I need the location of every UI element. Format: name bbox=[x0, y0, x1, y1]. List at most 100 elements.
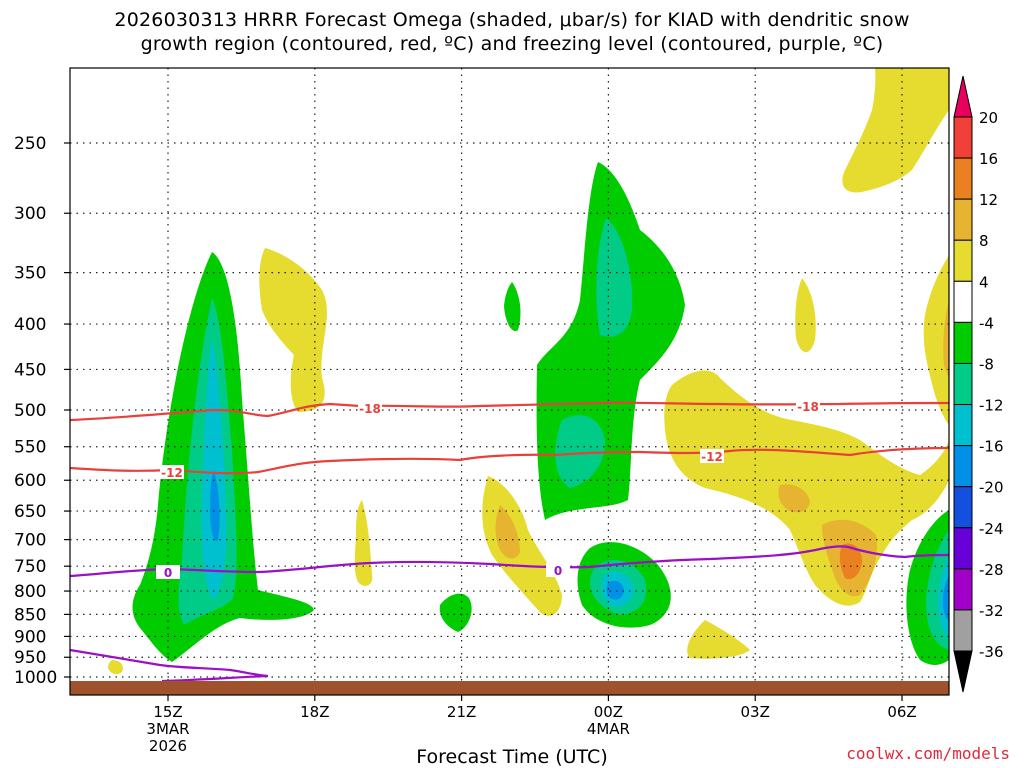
y-tick-label-450: 450 bbox=[14, 360, 46, 380]
y-tick-label-700: 700 bbox=[14, 531, 46, 551]
omega-region-blue-left bbox=[210, 470, 220, 541]
omega-region-yellow-top-right bbox=[842, 68, 949, 193]
colorbar-swatch-4 bbox=[953, 280, 973, 323]
omega-region-red-right-lower bbox=[839, 543, 862, 580]
ground-strip bbox=[70, 681, 949, 695]
x-tick-label-24-0: 00Z bbox=[594, 703, 623, 721]
colorbar-swatch-9 bbox=[953, 486, 973, 529]
colorbar-label-neg16: -16 bbox=[979, 438, 1004, 456]
colorbar-swatch-7 bbox=[953, 404, 973, 447]
colorbar-label-4: 4 bbox=[979, 273, 989, 291]
y-tick-label-800: 800 bbox=[14, 582, 46, 602]
y-tick-label-850: 850 bbox=[14, 605, 46, 625]
omega-region-orange-center-left bbox=[495, 505, 520, 559]
omega-region-cyan-left bbox=[201, 340, 227, 600]
y-tick-label-750: 750 bbox=[14, 557, 46, 577]
contour-label-bg bbox=[546, 563, 570, 577]
chart-title-line-2: growth region (contoured, red, ºC) and f… bbox=[140, 33, 884, 55]
colorbar-label-20: 20 bbox=[979, 109, 998, 127]
y-tick-label-350: 350 bbox=[14, 264, 46, 284]
grid-lines bbox=[70, 68, 949, 681]
colorbar: 20 16 12 8 4 -4 -8 -12 -16 -20 -24 -28 -32 -36 bbox=[953, 75, 1004, 693]
colorbar-label-neg36: -36 bbox=[979, 643, 1004, 661]
contour-label-0-2-0: 0 bbox=[164, 566, 172, 580]
omega-region-orange-right-edge bbox=[943, 300, 949, 378]
colorbar-label-8: 8 bbox=[979, 232, 989, 250]
colorbar-label-12: 12 bbox=[979, 191, 998, 209]
omega-region-blue-lower-center bbox=[606, 580, 624, 600]
contour-label-neg18-0-1: -18 bbox=[797, 400, 819, 414]
colorbar-swatch-2 bbox=[953, 198, 973, 241]
contour-neg12-1 bbox=[70, 446, 949, 475]
colorbar-swatch-1 bbox=[953, 157, 973, 200]
y-tick-label-900: 900 bbox=[14, 627, 46, 647]
contour-label-bg bbox=[700, 449, 724, 463]
x-tick-label-27-0: 03Z bbox=[741, 703, 770, 721]
x-tick-label-18-0: 18Z bbox=[300, 703, 329, 721]
colorbar-swatch-6 bbox=[953, 362, 973, 406]
omega-region-yellow-low-left bbox=[108, 660, 123, 675]
y-axis: 2503003504004505005506006507007508008509… bbox=[14, 134, 70, 688]
x-tick-label-15-0: 15Z bbox=[153, 703, 182, 721]
omega-region-orange-right bbox=[778, 484, 810, 513]
omega-region-yellow-mid-upper bbox=[795, 278, 816, 353]
x-tick-label-30-0: 06Z bbox=[887, 703, 916, 721]
omega-region-yellow-upper-left bbox=[259, 248, 327, 412]
contour-label-bg bbox=[156, 565, 180, 579]
x-tick-label-15-2: 2026 bbox=[149, 737, 187, 755]
colorbar-label-neg12: -12 bbox=[979, 397, 1004, 415]
contour-label-bg bbox=[160, 465, 184, 479]
contour-label-neg18-0-0: -18 bbox=[359, 402, 381, 416]
y-tick-label-950: 950 bbox=[14, 648, 46, 668]
contour-label-0-2-1: 0 bbox=[554, 564, 562, 578]
y-tick-label-650: 650 bbox=[14, 502, 46, 522]
colorbar-top-arrow bbox=[953, 75, 973, 118]
colorbar-label-16: 16 bbox=[979, 150, 998, 168]
x-tick-label-21-0: 21Z bbox=[447, 703, 476, 721]
contour-0-3 bbox=[70, 648, 269, 683]
omega-region-green-upper-small bbox=[504, 282, 521, 332]
colorbar-swatch-10 bbox=[953, 527, 973, 570]
colorbar-swatch-0 bbox=[953, 116, 973, 159]
y-tick-label-500: 500 bbox=[14, 401, 46, 421]
omega-region-teal-center-mid bbox=[555, 415, 606, 488]
omega-region-green-small bbox=[439, 593, 472, 632]
contour-label-bg bbox=[796, 399, 820, 413]
y-tick-label-1000: 1000 bbox=[14, 668, 57, 688]
colorbar-label-neg32: -32 bbox=[979, 602, 1004, 620]
contour-label-bg bbox=[358, 401, 382, 415]
colorbar-swatch-12 bbox=[953, 609, 973, 652]
colorbar-swatch-5 bbox=[953, 321, 973, 364]
omega-region-teal-center-upper bbox=[596, 218, 633, 337]
colorbar-swatch-3 bbox=[953, 239, 973, 282]
y-tick-label-600: 600 bbox=[14, 471, 46, 491]
plot-border bbox=[69, 67, 950, 696]
colorbar-label-neg4: -4 bbox=[979, 314, 994, 332]
colorbar-swatch-8 bbox=[953, 445, 973, 488]
omega-region-yellow-low-center bbox=[687, 620, 750, 659]
chart-title-line-1: 2026030313 HRRR Forecast Omega (shaded, … bbox=[114, 9, 910, 31]
y-tick-label-400: 400 bbox=[14, 315, 46, 335]
omega-shading bbox=[108, 68, 949, 675]
y-tick-label-300: 300 bbox=[14, 204, 46, 224]
source-credit: coolwx.com/models bbox=[846, 744, 1010, 763]
x-tick-label-15-1: 3MAR bbox=[146, 720, 189, 738]
y-tick-label-250: 250 bbox=[14, 134, 46, 154]
contour-label-neg12-1-1: -12 bbox=[701, 450, 723, 464]
x-tick-label-24-1: 4MAR bbox=[587, 720, 630, 738]
colorbar-bottom-arrow bbox=[953, 650, 973, 693]
omega-region-yellow-right-big bbox=[664, 370, 949, 606]
colorbar-label-neg24: -24 bbox=[979, 520, 1004, 538]
contour-lines: -18 -18 -12 -12 0 0 bbox=[70, 399, 949, 683]
omega-region-blue-right bbox=[942, 575, 949, 622]
y-tick-label-550: 550 bbox=[14, 438, 46, 458]
x-axis-title: Forecast Time (UTC) bbox=[416, 746, 608, 768]
colorbar-swatch-11 bbox=[953, 568, 973, 611]
colorbar-label-neg28: -28 bbox=[979, 561, 1004, 579]
colorbar-label-neg20: -20 bbox=[979, 479, 1004, 497]
contour-label-neg12-1-0: -12 bbox=[161, 466, 183, 480]
omega-region-yellow-right-edge bbox=[923, 255, 949, 425]
colorbar-label-neg8: -8 bbox=[979, 355, 994, 373]
